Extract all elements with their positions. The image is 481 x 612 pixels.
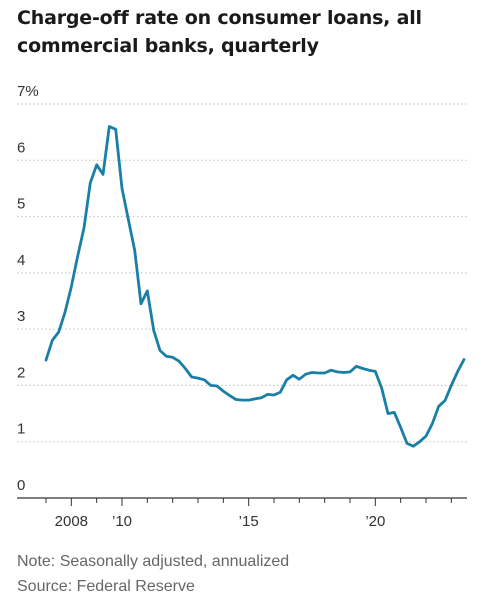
data-point bbox=[133, 249, 136, 252]
data-point bbox=[260, 396, 263, 399]
y-tick-label-6: 6 bbox=[17, 139, 25, 156]
note-text: Note: Seasonally adjusted, annualized bbox=[17, 553, 290, 570]
data-point bbox=[165, 355, 168, 358]
x-axis: 2008 ’10 ’15 ’20 bbox=[17, 497, 467, 530]
data-point bbox=[89, 181, 92, 184]
data-point bbox=[304, 373, 307, 376]
data-point bbox=[178, 360, 181, 363]
data-point bbox=[298, 378, 301, 381]
data-point bbox=[76, 255, 79, 258]
data-point bbox=[159, 349, 162, 352]
data-point bbox=[121, 187, 124, 190]
data-point bbox=[140, 302, 143, 305]
data-point bbox=[57, 331, 60, 334]
data-point bbox=[336, 371, 339, 374]
data-point bbox=[273, 394, 276, 397]
data-point bbox=[279, 391, 282, 394]
data-point bbox=[184, 367, 187, 370]
data-point bbox=[437, 405, 440, 408]
data-point bbox=[152, 329, 155, 332]
data-point bbox=[70, 286, 73, 289]
data-point bbox=[235, 398, 238, 401]
data-point bbox=[361, 367, 364, 370]
y-tick-label-5: 5 bbox=[17, 196, 25, 213]
data-point bbox=[380, 387, 383, 390]
data-point bbox=[285, 378, 288, 381]
y-tick-label-3: 3 bbox=[17, 308, 25, 325]
y-tick-label-2: 2 bbox=[17, 364, 25, 381]
data-point bbox=[228, 394, 231, 397]
chart-notes: Note: Seasonally adjusted, annualized So… bbox=[17, 549, 289, 599]
data-point bbox=[399, 426, 402, 429]
data-point bbox=[374, 370, 377, 373]
data-point bbox=[292, 374, 295, 377]
series-line-0 bbox=[44, 125, 466, 448]
series-layer bbox=[44, 125, 466, 448]
x-tick-label-2015: ’15 bbox=[239, 513, 259, 530]
y-tick-label-1: 1 bbox=[17, 421, 25, 438]
data-point bbox=[216, 385, 219, 388]
y-tick-label-4: 4 bbox=[17, 252, 25, 269]
chart-title: Charge-off rate on consumer loans, all c… bbox=[17, 7, 422, 57]
data-point bbox=[368, 369, 371, 372]
source-text: Source: Federal Reserve bbox=[17, 578, 195, 595]
data-point bbox=[203, 378, 206, 381]
data-point bbox=[266, 393, 269, 396]
data-point bbox=[83, 226, 86, 229]
x-tick-label-2008: 2008 bbox=[55, 513, 88, 530]
data-point bbox=[330, 369, 333, 372]
data-point bbox=[241, 399, 244, 402]
data-point bbox=[311, 371, 314, 374]
data-point bbox=[209, 384, 212, 387]
data-point bbox=[197, 377, 200, 380]
data-point bbox=[393, 411, 396, 414]
data-point bbox=[51, 339, 54, 342]
data-point bbox=[317, 372, 320, 375]
data-point bbox=[450, 384, 453, 387]
data-point bbox=[45, 359, 48, 362]
data-point bbox=[342, 371, 345, 374]
data-point bbox=[349, 371, 352, 374]
x-tick-label-2020: ’20 bbox=[365, 513, 385, 530]
data-point bbox=[387, 412, 390, 415]
data-point bbox=[323, 372, 326, 375]
data-point bbox=[108, 125, 111, 128]
data-point bbox=[127, 218, 130, 221]
grid-lines bbox=[17, 103, 467, 443]
data-point bbox=[425, 435, 428, 438]
data-point bbox=[171, 356, 174, 359]
data-point bbox=[456, 370, 459, 373]
data-point bbox=[418, 440, 421, 443]
data-point bbox=[412, 445, 415, 448]
y-tick-label-0: 0 bbox=[17, 477, 25, 494]
data-point bbox=[114, 128, 117, 131]
data-point bbox=[102, 173, 105, 176]
data-point bbox=[463, 358, 466, 361]
x-tick-label-2010: ’10 bbox=[112, 513, 132, 530]
data-point bbox=[355, 365, 358, 368]
y-tick-label-7: 7% bbox=[17, 83, 39, 100]
data-point bbox=[146, 290, 149, 293]
data-point bbox=[64, 311, 67, 314]
y-axis-tick-labels: 7% 6 5 4 3 2 1 0 bbox=[17, 83, 39, 494]
data-point bbox=[95, 163, 98, 166]
data-point bbox=[190, 376, 193, 379]
data-point bbox=[254, 398, 257, 401]
data-point bbox=[406, 442, 409, 445]
data-point bbox=[444, 399, 447, 402]
data-point bbox=[247, 399, 250, 402]
data-point bbox=[222, 390, 225, 393]
data-point bbox=[431, 422, 434, 425]
